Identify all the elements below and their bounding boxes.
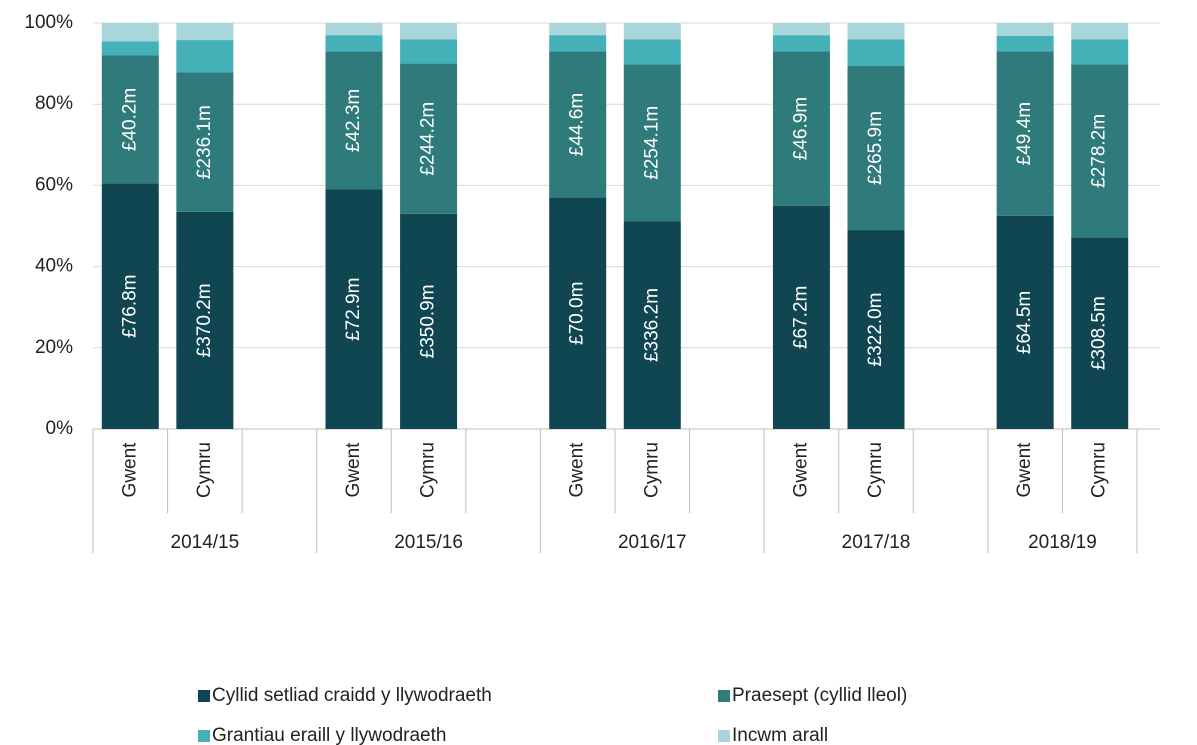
group-label: 2014/15 <box>171 532 240 553</box>
legend-swatch <box>198 690 210 702</box>
data-label: £308.5m <box>1089 296 1110 370</box>
data-label: £278.2m <box>1089 114 1110 188</box>
bar-segment <box>1071 39 1129 65</box>
data-label: £350.9m <box>418 284 439 358</box>
bar-segment <box>847 66 905 231</box>
x-tick-label: Gwent <box>343 442 364 498</box>
data-label: £42.3m <box>343 89 364 152</box>
data-label: £254.1m <box>641 106 662 180</box>
bar-segment <box>400 23 458 40</box>
group-label: 2018/19 <box>1028 532 1097 553</box>
bar-segment <box>549 51 607 198</box>
x-tick-label: Cymru <box>418 442 439 498</box>
y-tick-label: 20% <box>35 337 73 358</box>
bar-segment <box>623 23 681 40</box>
legend-label: Praesept (cyllid lleol) <box>732 685 907 706</box>
data-label: £336.2m <box>641 288 662 362</box>
bar-segment <box>996 51 1054 216</box>
data-label: £49.4m <box>1014 102 1035 165</box>
legend-swatch <box>718 730 730 742</box>
bar-segment <box>623 64 681 222</box>
bar-segment <box>101 23 159 42</box>
data-label: £40.2m <box>119 88 140 151</box>
bar-segment <box>772 51 830 206</box>
bar-segment <box>325 35 383 52</box>
bar-segment <box>101 183 159 429</box>
bar-segment <box>847 39 905 67</box>
bar-segment <box>772 23 830 36</box>
y-tick-label: 100% <box>24 12 73 33</box>
bar-segment <box>176 40 234 73</box>
bar-segment <box>1071 237 1129 429</box>
bar-segment <box>996 23 1054 36</box>
y-tick-label: 80% <box>35 93 73 114</box>
bar-segment <box>1071 23 1129 40</box>
bar-segment <box>101 55 159 184</box>
x-tick-label: Cymru <box>641 442 662 498</box>
data-label: £322.0m <box>865 293 886 367</box>
data-label: £70.0m <box>567 282 588 345</box>
x-tick-label: Gwent <box>1014 442 1035 498</box>
bar-segment <box>996 35 1054 52</box>
data-label: £44.6m <box>567 93 588 156</box>
group-label: 2016/17 <box>618 532 687 553</box>
bar-segment <box>996 215 1054 429</box>
data-label: £67.2m <box>790 286 811 349</box>
x-tick-label: Gwent <box>119 442 140 498</box>
y-tick-label: 40% <box>35 256 73 277</box>
bar-segment <box>400 213 458 429</box>
legend-label: Incwm arall <box>732 725 828 745</box>
legend-swatch <box>198 730 210 742</box>
x-tick-label: Cymru <box>1089 442 1110 498</box>
bar-segment <box>1071 64 1129 238</box>
group-label: 2015/16 <box>394 532 463 553</box>
data-label: £64.5m <box>1014 291 1035 354</box>
y-tick-label: 60% <box>35 174 73 195</box>
x-tick-label: Cymru <box>865 442 886 498</box>
bar-segment <box>176 72 234 212</box>
bar-segment <box>325 23 383 36</box>
y-tick-label: 0% <box>46 418 74 439</box>
data-label: £370.2m <box>194 283 215 357</box>
data-label: £76.8m <box>119 274 140 337</box>
data-label: £236.1m <box>194 105 215 179</box>
x-tick-label: Gwent <box>790 442 811 498</box>
bar-segment <box>772 205 830 429</box>
data-label: £46.9m <box>790 97 811 160</box>
data-label: £72.9m <box>343 278 364 341</box>
x-tick-label: Cymru <box>194 442 215 498</box>
legend-label: Grantiau eraill y llywodraeth <box>212 725 446 745</box>
bar-segment <box>325 189 383 429</box>
bar-segment <box>549 35 607 52</box>
bar-segment <box>400 63 458 214</box>
group-label: 2017/18 <box>842 532 911 553</box>
bar-segment <box>623 39 681 65</box>
legend-label: Cyllid setliad craidd y llywodraeth <box>212 685 492 706</box>
data-label: £265.9m <box>865 111 886 185</box>
bar-segment <box>549 23 607 36</box>
bar-segment <box>176 211 234 429</box>
bar-segment <box>325 51 383 190</box>
bar-segment <box>400 39 458 64</box>
bar-segment <box>847 23 905 40</box>
data-label: £244.2m <box>418 102 439 176</box>
bar-segment <box>101 41 159 56</box>
x-tick-label: Gwent <box>567 442 588 498</box>
bar-segment <box>623 221 681 429</box>
legend-swatch <box>718 690 730 702</box>
bar-segment <box>549 197 607 429</box>
bar-segment <box>847 230 905 429</box>
bar-segment <box>772 35 830 52</box>
bar-segment <box>176 23 234 41</box>
